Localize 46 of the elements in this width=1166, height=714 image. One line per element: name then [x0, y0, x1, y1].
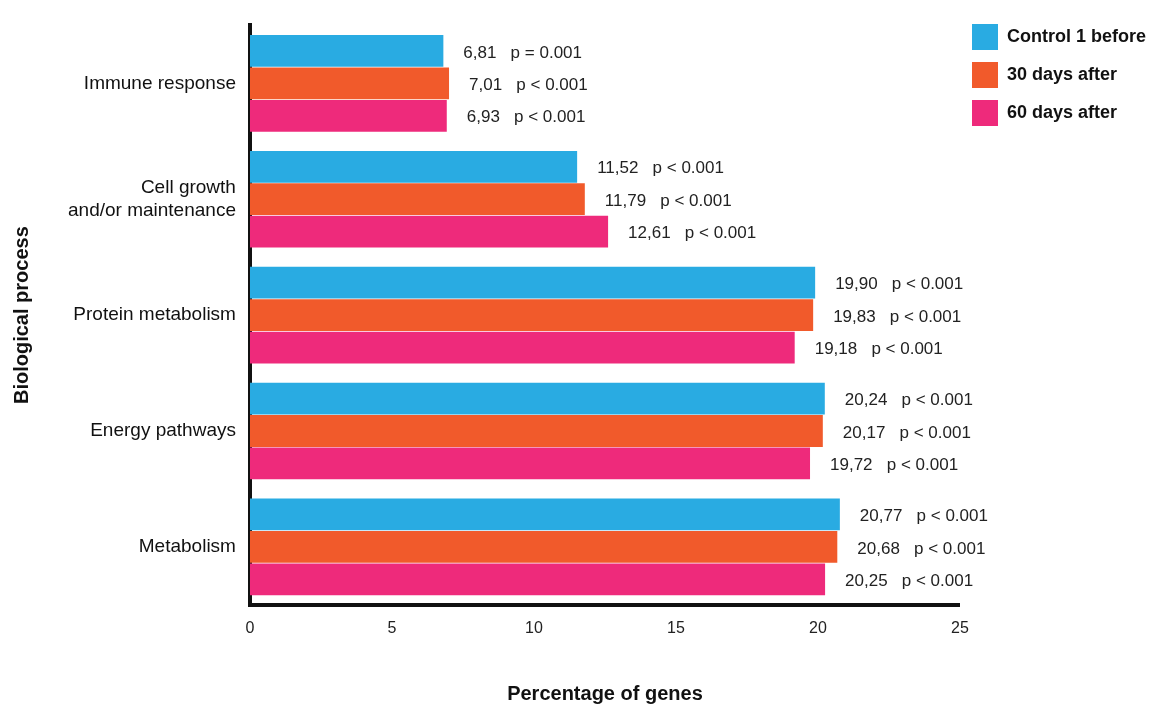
bar [249, 215, 609, 248]
data-label: 6,93 p < 0.001 [466, 107, 586, 127]
x-tick-label: 20 [809, 618, 827, 636]
data-label: 20,17 p < 0.001 [842, 422, 971, 442]
y-tick-label: Protein metabolism [73, 303, 236, 325]
bar [249, 331, 795, 364]
data-label: 19,90 p < 0.001 [835, 274, 964, 294]
bar [249, 498, 840, 531]
bar [249, 183, 585, 216]
bar [249, 382, 825, 415]
legend-label: Control 1 before [1006, 25, 1147, 46]
legend-label: 60 days after [1006, 101, 1118, 122]
data-label: 11,79 p < 0.001 [604, 190, 732, 210]
y-axis-title: Biological process [9, 226, 32, 405]
bar [249, 415, 823, 447]
y-tick-label: Cell growth and/or maintenance [67, 176, 236, 220]
bar [249, 563, 826, 596]
data-label: 20,68 p < 0.001 [857, 538, 986, 558]
data-label: 20,24 p < 0.001 [844, 390, 973, 410]
x-axis-title: Percentage of genes [507, 681, 703, 704]
x-tick-label: 5 [387, 618, 397, 636]
bar [249, 34, 444, 67]
bar [249, 447, 811, 480]
data-label: 19,72 p < 0.001 [830, 455, 959, 475]
data-label: 20,25 p < 0.001 [845, 570, 974, 590]
y-tick-label: Metabolism [138, 535, 236, 557]
data-label: 12,61 p < 0.001 [628, 223, 757, 243]
x-tick-label: 0 [245, 618, 255, 636]
data-label: 11,52 p < 0.001 [597, 158, 724, 178]
data-label: 19,18 p < 0.001 [814, 339, 943, 359]
x-tick-label: 15 [667, 618, 685, 636]
data-label: 7,01 p < 0.001 [469, 75, 588, 95]
x-tick-label: 10 [525, 618, 543, 636]
bar [249, 99, 447, 132]
data-label: 19,83 p < 0.001 [833, 306, 962, 326]
bar [249, 67, 450, 100]
data-label: 6,81 p = 0.001 [463, 42, 582, 62]
y-tick-label: Immune response [83, 71, 236, 93]
y-tick-label: Energy pathways [90, 419, 236, 441]
data-label: 20,77 p < 0.001 [859, 506, 988, 526]
bar [249, 266, 816, 299]
legend-label: 30 days after [1006, 63, 1118, 84]
bar [249, 150, 578, 183]
bar [249, 299, 814, 331]
x-tick-label: 25 [951, 618, 969, 636]
bar [249, 530, 838, 563]
